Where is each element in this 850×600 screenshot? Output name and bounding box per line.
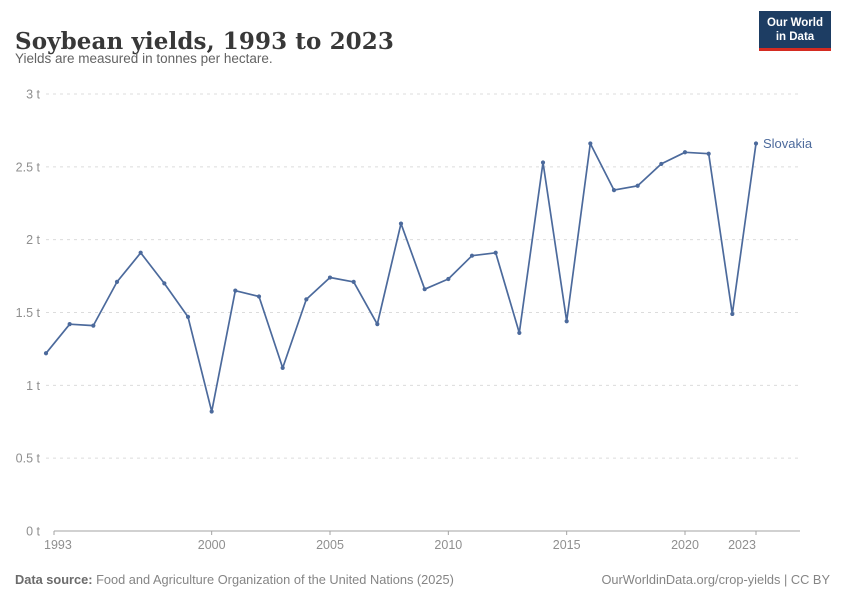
svg-text:2005: 2005 bbox=[316, 538, 344, 552]
svg-text:1.5 t: 1.5 t bbox=[16, 306, 41, 320]
owid-logo[interactable]: Our World in Data bbox=[759, 11, 831, 51]
series-line-slovakia bbox=[45, 142, 757, 413]
x-axis: 1993 2000 2005 2010 2015 2020 2023 bbox=[44, 530, 800, 552]
credit-link[interactable]: OurWorldinData.org/crop-yields | CC BY bbox=[601, 572, 830, 587]
svg-text:1 t: 1 t bbox=[26, 379, 40, 393]
svg-text:1993: 1993 bbox=[44, 538, 72, 552]
data-source-label: Data source: bbox=[15, 572, 93, 587]
svg-text:0 t: 0 t bbox=[26, 525, 40, 539]
data-points-slovakia bbox=[43, 141, 759, 414]
data-source-text: Food and Agriculture Organization of the… bbox=[92, 572, 454, 587]
svg-text:3 t: 3 t bbox=[26, 88, 40, 102]
svg-text:2023: 2023 bbox=[728, 538, 756, 552]
page-subtitle: Yields are measured in tonnes per hectar… bbox=[15, 51, 273, 66]
y-axis-labels: 0 t 0.5 t 1 t 1.5 t 2 t 2.5 t 3 t bbox=[16, 88, 41, 539]
svg-text:2020: 2020 bbox=[671, 538, 699, 552]
entity-label: Slovakia bbox=[763, 136, 813, 151]
x-axis-labels: 1993 2000 2005 2010 2015 2020 2023 bbox=[44, 538, 756, 552]
chart-footer: Data source: Food and Agriculture Organi… bbox=[15, 572, 830, 587]
svg-text:2.5 t: 2.5 t bbox=[16, 160, 41, 174]
page-title: Soybean yields, 1993 to 2023 bbox=[15, 28, 394, 56]
data-source-note: Data source: Food and Agriculture Organi… bbox=[15, 572, 454, 587]
svg-text:2010: 2010 bbox=[434, 538, 462, 552]
svg-text:0.5 t: 0.5 t bbox=[16, 452, 41, 466]
owid-logo-line2: in Data bbox=[775, 31, 815, 43]
owid-logo-line1: Our World bbox=[766, 17, 823, 29]
svg-text:2 t: 2 t bbox=[26, 233, 40, 247]
svg-text:2000: 2000 bbox=[198, 538, 226, 552]
svg-text:2015: 2015 bbox=[553, 538, 581, 552]
